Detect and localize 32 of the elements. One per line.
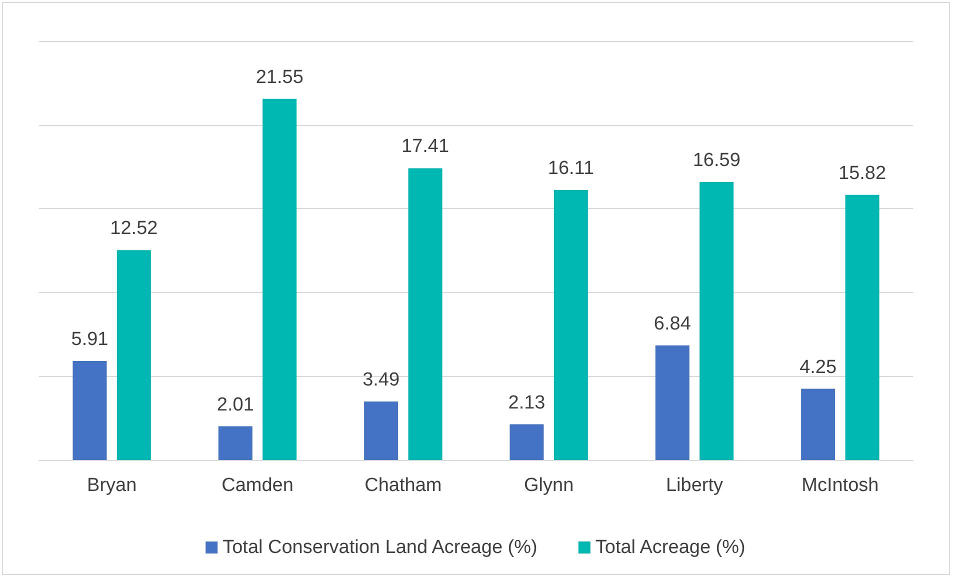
bar [262,98,297,460]
bar [554,190,588,460]
x-tick-label: Bryan [87,475,137,496]
data-label: 17.41 [401,136,450,158]
data-label: 12.52 [110,218,158,240]
data-label: 21.55 [256,66,304,88]
data-label: 5.91 [71,328,108,350]
bar [116,250,151,460]
bar [700,182,734,460]
data-label: 3.49 [362,370,400,391]
x-tick-label: Glynn [524,475,574,496]
x-tick-label: Chatham [364,475,442,496]
data-label: 16.59 [692,150,740,171]
data-label: 6.84 [654,313,692,334]
data-label: 2.13 [508,392,546,414]
bar [364,402,398,460]
bar [408,168,442,460]
x-tick-label: Liberty [666,475,724,496]
data-label: 15.82 [838,162,886,184]
bar [510,424,544,460]
legend-label: Total Acreage (%) [595,537,746,558]
x-tick-label: McIntosh [802,475,879,496]
bar [801,388,836,460]
bar [655,345,690,460]
data-label: 4.25 [800,356,837,378]
legend-label: Total Conservation Land Acreage (%) [222,537,538,558]
x-tick-label: Camden [222,475,294,496]
bar [72,360,107,460]
data-label: 16.11 [548,158,594,179]
data-label: 2.01 [216,394,254,416]
bar [218,426,252,460]
bar [845,194,880,460]
